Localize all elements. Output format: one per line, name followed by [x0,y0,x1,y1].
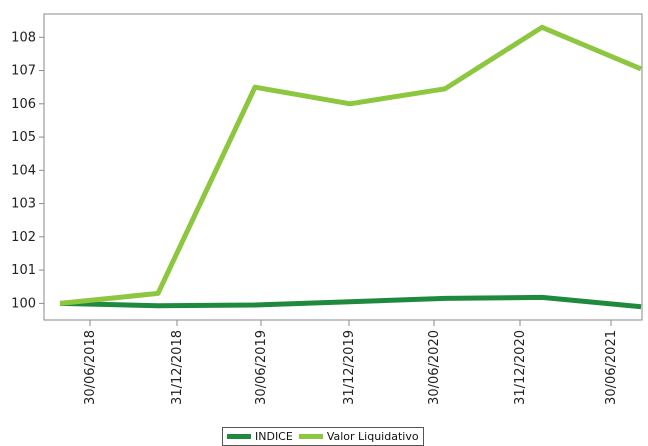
y-tick-label: 103 [11,197,36,212]
series-line-0 [59,294,642,310]
y-tick-label: 102 [11,230,36,245]
legend: INDICE Valor Liquidativo [222,427,424,446]
legend-item: Valor Liquidativo [298,430,419,443]
plot-frame [43,13,643,321]
y-tick-label: 105 [11,130,36,145]
x-tick-label: 31/12/2018 [170,330,185,405]
legend-swatch [227,434,251,439]
x-tick-label: 30/06/2021 [604,330,619,405]
series-layer [59,24,642,310]
x-tick-label: 31/12/2019 [342,330,357,405]
y-tick-label: 107 [11,64,36,79]
y-tick-label: 100 [11,296,36,311]
axes: 100 101 102 103 104 105 106 107 108 30/06/2018 31/… [11,13,643,405]
y-tick-label: 104 [11,163,36,178]
legend-label: INDICE [255,430,293,443]
x-tick-label: 30/06/2019 [254,330,269,405]
y-tick-label: 108 [11,30,36,45]
x-tick-label: 30/06/2018 [83,330,98,405]
legend-label: Valor Liquidativo [326,430,419,443]
legend-swatch [298,434,323,439]
y-tick-label: 106 [11,97,36,112]
x-tick-label: 31/12/2020 [513,330,528,405]
series-line-1 [59,24,642,306]
x-tick-label: 30/06/2020 [427,330,442,405]
y-tick-label: 101 [11,263,36,278]
legend-item: INDICE [227,430,293,443]
